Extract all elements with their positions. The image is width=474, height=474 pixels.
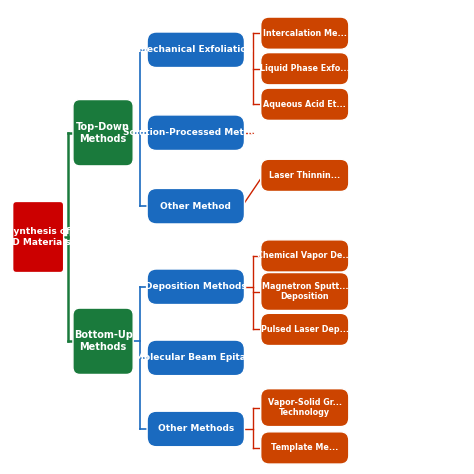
Text: Magnetron Sputt...
Deposition: Magnetron Sputt... Deposition [262,282,348,301]
FancyBboxPatch shape [13,201,64,273]
FancyBboxPatch shape [73,100,133,166]
Text: Template Me...: Template Me... [271,444,338,452]
Text: Mechanical Exfoliation: Mechanical Exfoliation [138,46,253,54]
FancyBboxPatch shape [147,115,245,151]
Text: Liquid Phase Exfo...: Liquid Phase Exfo... [260,64,349,73]
FancyBboxPatch shape [261,273,349,310]
FancyBboxPatch shape [147,269,245,305]
FancyBboxPatch shape [261,389,349,427]
FancyBboxPatch shape [147,32,245,67]
Text: Other Methods: Other Methods [158,425,234,433]
FancyBboxPatch shape [261,240,349,272]
Text: Pulsed Laser Dep...: Pulsed Laser Dep... [261,325,349,334]
FancyBboxPatch shape [147,189,245,224]
FancyBboxPatch shape [261,53,349,85]
Text: Vapor-Solid Gr...
Technology: Vapor-Solid Gr... Technology [268,398,342,417]
FancyBboxPatch shape [261,159,349,191]
Text: Intercalation Me...: Intercalation Me... [263,29,346,37]
FancyBboxPatch shape [73,308,133,374]
FancyBboxPatch shape [261,313,349,346]
FancyBboxPatch shape [261,432,349,464]
Text: Chemical Vapor De...: Chemical Vapor De... [257,252,352,260]
FancyBboxPatch shape [147,340,245,375]
Text: Deposition Methods: Deposition Methods [145,283,246,291]
Text: Top-Down
Methods: Top-Down Methods [76,122,130,144]
Text: Laser Thinnin...: Laser Thinnin... [269,171,340,180]
Text: Bottom-Up
Methods: Bottom-Up Methods [73,330,133,352]
Text: Synthesis of
2D Materials: Synthesis of 2D Materials [6,228,71,246]
Text: Solution-Processed Methods: Solution-Processed Methods [123,128,268,137]
FancyBboxPatch shape [147,411,245,447]
Text: Aqueous Acid Et...: Aqueous Acid Et... [264,100,346,109]
FancyBboxPatch shape [261,17,349,49]
Text: Other Method: Other Method [160,202,231,210]
FancyBboxPatch shape [261,88,349,120]
Text: Molecular Beam Epitaxy: Molecular Beam Epitaxy [135,354,257,362]
